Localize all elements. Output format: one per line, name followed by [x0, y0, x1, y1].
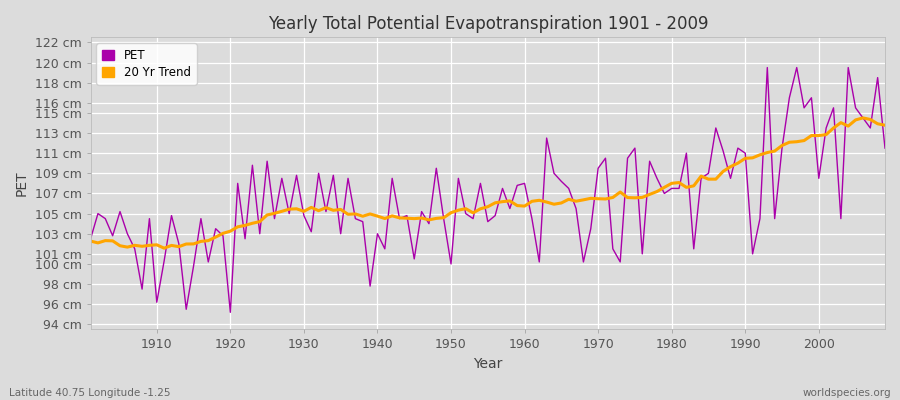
Legend: PET, 20 Yr Trend: PET, 20 Yr Trend [96, 43, 196, 84]
20 Yr Trend [158, 246, 169, 250]
PET [86, 236, 96, 241]
20 Yr Trend [615, 190, 626, 194]
PET [519, 181, 530, 186]
20 Yr Trend [313, 208, 324, 213]
Line: 20 Yr Trend: 20 Yr Trend [91, 118, 885, 248]
Text: worldspecies.org: worldspecies.org [803, 388, 891, 398]
PET [762, 65, 773, 70]
PET [144, 216, 155, 221]
20 Yr Trend [519, 204, 530, 208]
20 Yr Trend [526, 199, 537, 204]
Text: Latitude 40.75 Longitude -1.25: Latitude 40.75 Longitude -1.25 [9, 388, 170, 398]
PET [357, 219, 368, 224]
20 Yr Trend [357, 214, 368, 219]
PET [615, 260, 626, 264]
PET [526, 216, 537, 221]
X-axis label: Year: Year [473, 357, 502, 371]
Line: PET: PET [91, 68, 885, 312]
Y-axis label: PET: PET [15, 170, 29, 196]
20 Yr Trend [858, 116, 868, 120]
20 Yr Trend [86, 239, 96, 244]
PET [313, 171, 324, 176]
20 Yr Trend [144, 243, 155, 248]
Title: Yearly Total Potential Evapotranspiration 1901 - 2009: Yearly Total Potential Evapotranspiratio… [267, 15, 708, 33]
PET [225, 310, 236, 315]
20 Yr Trend [879, 123, 890, 128]
PET [879, 146, 890, 150]
